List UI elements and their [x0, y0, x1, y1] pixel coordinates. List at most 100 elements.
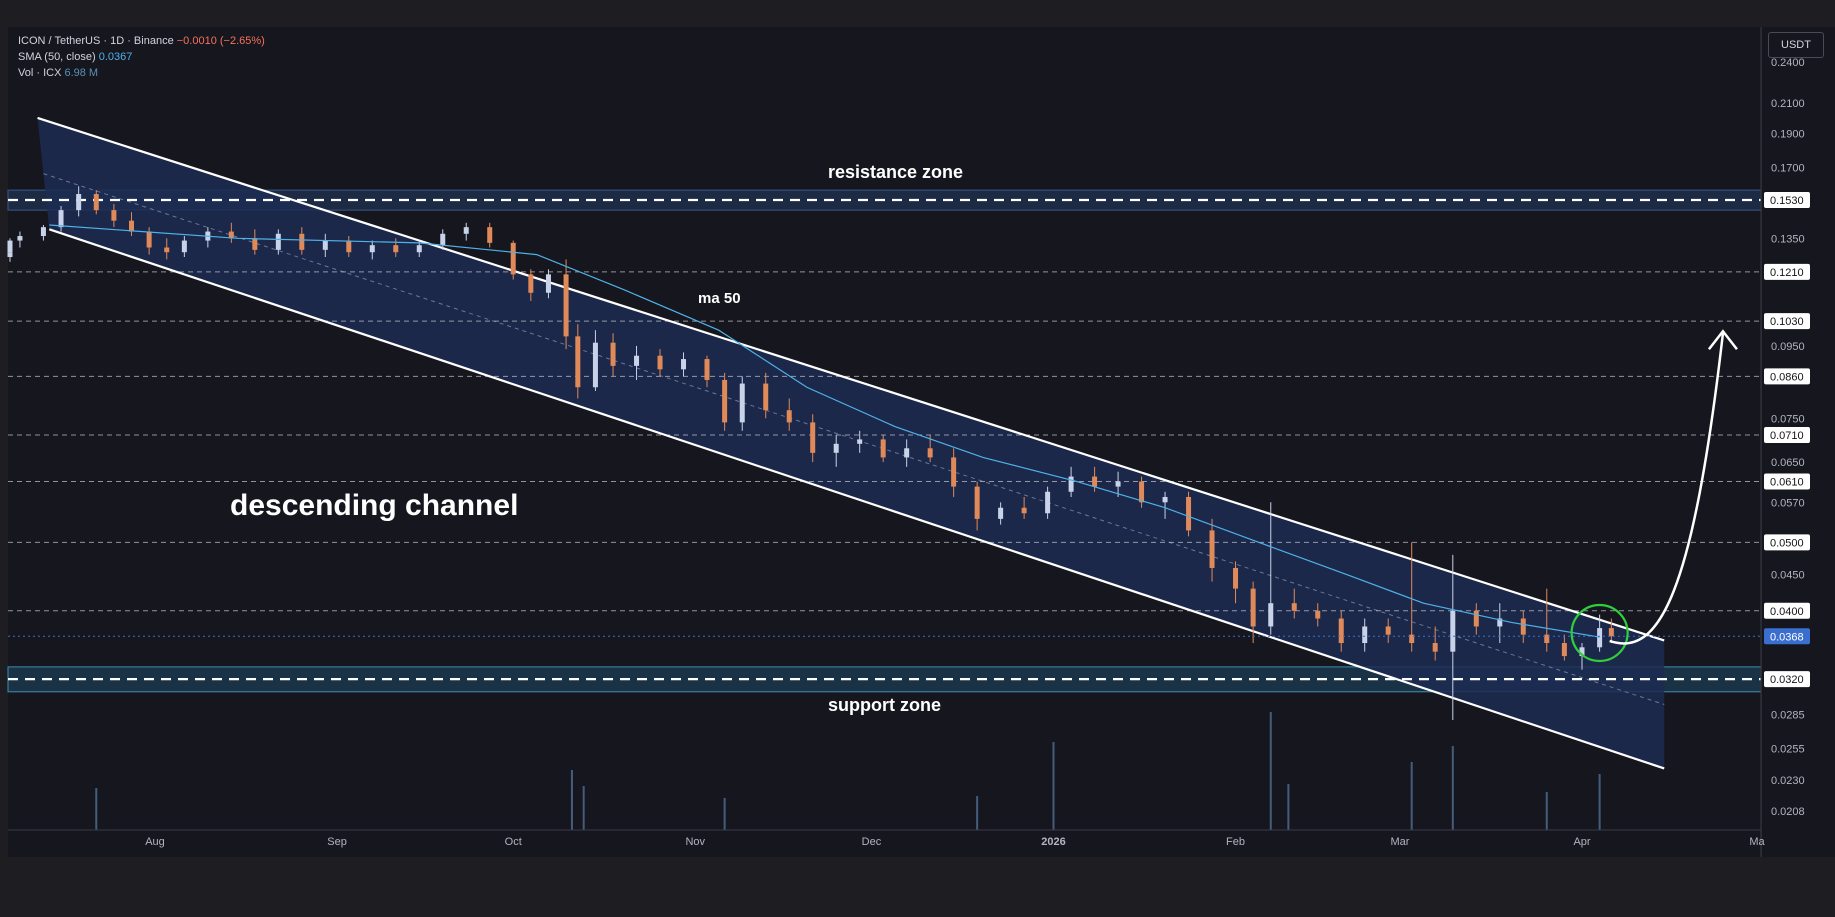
candle-up [1268, 603, 1274, 627]
time-axis-label: 2026 [1041, 836, 1065, 848]
legend-volume-value: 6.98 M [64, 67, 99, 79]
candle-down [610, 342, 616, 366]
candle-up [592, 342, 598, 388]
candle-up [634, 355, 640, 366]
candle-down [1338, 618, 1344, 644]
legend-volume-row[interactable]: Vol · ICX 6.98 M [18, 67, 98, 79]
candle-down [1520, 618, 1526, 635]
candle-up [40, 227, 46, 237]
volume-bar [1052, 742, 1055, 830]
price-level-tag [1764, 671, 1810, 688]
candle-down [93, 194, 99, 211]
candle-up [1162, 496, 1168, 503]
candle-down [1250, 588, 1256, 627]
price-axis-tick-label: 0.0650 [1771, 457, 1805, 469]
price-level-tag-label: 0.0400 [1770, 606, 1804, 618]
candle-up [7, 252, 13, 257]
candle-down [927, 448, 933, 458]
candle-down [228, 231, 234, 239]
price-axis-tick-label: 0.1900 [1771, 129, 1805, 141]
candle-down [528, 274, 534, 293]
currency-button[interactable]: USDT [1768, 32, 1824, 58]
candle-down [1139, 481, 1145, 503]
candle-up [1450, 610, 1456, 652]
volume-bar [95, 788, 98, 830]
legend-symbol-row: ICON / TetherUS · 1D · Binance −0.0010 (… [18, 35, 265, 47]
time-axis-label: Ma [1749, 836, 1765, 848]
candle-up [1068, 476, 1074, 492]
price-axis-tick-label: 0.2100 [1771, 98, 1805, 110]
candle-up [545, 274, 551, 293]
candle-down [1233, 567, 1239, 589]
candle-down [880, 439, 886, 458]
candle-up [998, 507, 1004, 519]
channel-midline [43, 173, 1665, 705]
volume-bar [1451, 746, 1454, 830]
candle-up [369, 245, 375, 253]
price-axis-tick-label: 0.0450 [1771, 570, 1805, 582]
candle-down [704, 359, 710, 380]
projection-arrow [1609, 333, 1725, 645]
candle-down [146, 231, 152, 248]
time-axis-label: Aug [145, 836, 165, 848]
candle-down [563, 274, 569, 337]
candle-up [1579, 647, 1585, 657]
price-level-tag [1764, 263, 1810, 280]
resistance-zone-label: resistance zone [828, 162, 964, 182]
candle-down [763, 383, 769, 411]
price-level-tag-label: 0.1530 [1770, 195, 1804, 207]
candle-down [1409, 634, 1415, 644]
time-axis-label: Oct [505, 836, 522, 848]
legend-sma-label: SMA (50, close) [18, 51, 96, 63]
price-axis-tick-label: 0.0255 [1771, 744, 1805, 756]
price-level-tag-label: 0.1210 [1770, 267, 1804, 279]
candle-up [1362, 626, 1368, 644]
price-axis-tick-label: 0.1700 [1771, 163, 1805, 175]
arrow-head [1707, 329, 1738, 351]
candle-up [17, 236, 23, 241]
price-axis-tick-label: 0.0750 [1771, 413, 1805, 425]
time-axis-label: Dec [862, 836, 882, 848]
candle-down [164, 247, 170, 253]
price-level-tag [1764, 313, 1810, 330]
candle-down [1092, 476, 1098, 487]
price-level-tag [1764, 427, 1810, 444]
price-level-tag-label: 0.0610 [1770, 477, 1804, 489]
price-axis-tick-label: 0.0570 [1771, 497, 1805, 509]
candle-down [1291, 603, 1297, 611]
candle-up [181, 240, 187, 253]
candle-down [657, 355, 663, 370]
candle-up [1115, 481, 1121, 487]
candle-up [1597, 628, 1603, 648]
price-level-tag-label: 0.0500 [1770, 537, 1804, 549]
candle-down [722, 379, 728, 423]
price-axis-tick-label: 0.1350 [1771, 233, 1805, 245]
price-level-tag-label: 0.0860 [1770, 371, 1804, 383]
time-axis-label: Apr [1573, 836, 1590, 848]
price-axis-tick-label: 0.0230 [1771, 775, 1805, 787]
candle-down [1021, 507, 1027, 514]
volume-bar [582, 786, 585, 830]
legend-sma-row[interactable]: SMA (50, close) 0.0367 [18, 51, 132, 63]
candle-down [111, 210, 117, 221]
candle-down [1561, 643, 1567, 657]
candle-down [1544, 634, 1550, 644]
price-level-tag-label: 0.0320 [1770, 674, 1804, 686]
volume-bar [1269, 712, 1272, 830]
descending-channel-fill [37, 117, 1665, 769]
candle-up [463, 227, 469, 234]
price-axis-tick-label: 0.0950 [1771, 341, 1805, 353]
price-level-tag-label: 0.1030 [1770, 316, 1804, 328]
time-axis-label: Feb [1226, 836, 1245, 848]
volume-bar [1410, 762, 1413, 830]
candle-down [1315, 610, 1321, 619]
candle-down [299, 233, 305, 250]
legend-change: −0.0010 (−2.65%) [176, 35, 265, 47]
price-level-tag [1764, 602, 1810, 619]
candle-up [904, 448, 910, 458]
volume-bar [1545, 792, 1548, 830]
support-zone-label: support zone [828, 695, 941, 715]
candle-up [7, 240, 13, 253]
candle-down [510, 242, 516, 275]
